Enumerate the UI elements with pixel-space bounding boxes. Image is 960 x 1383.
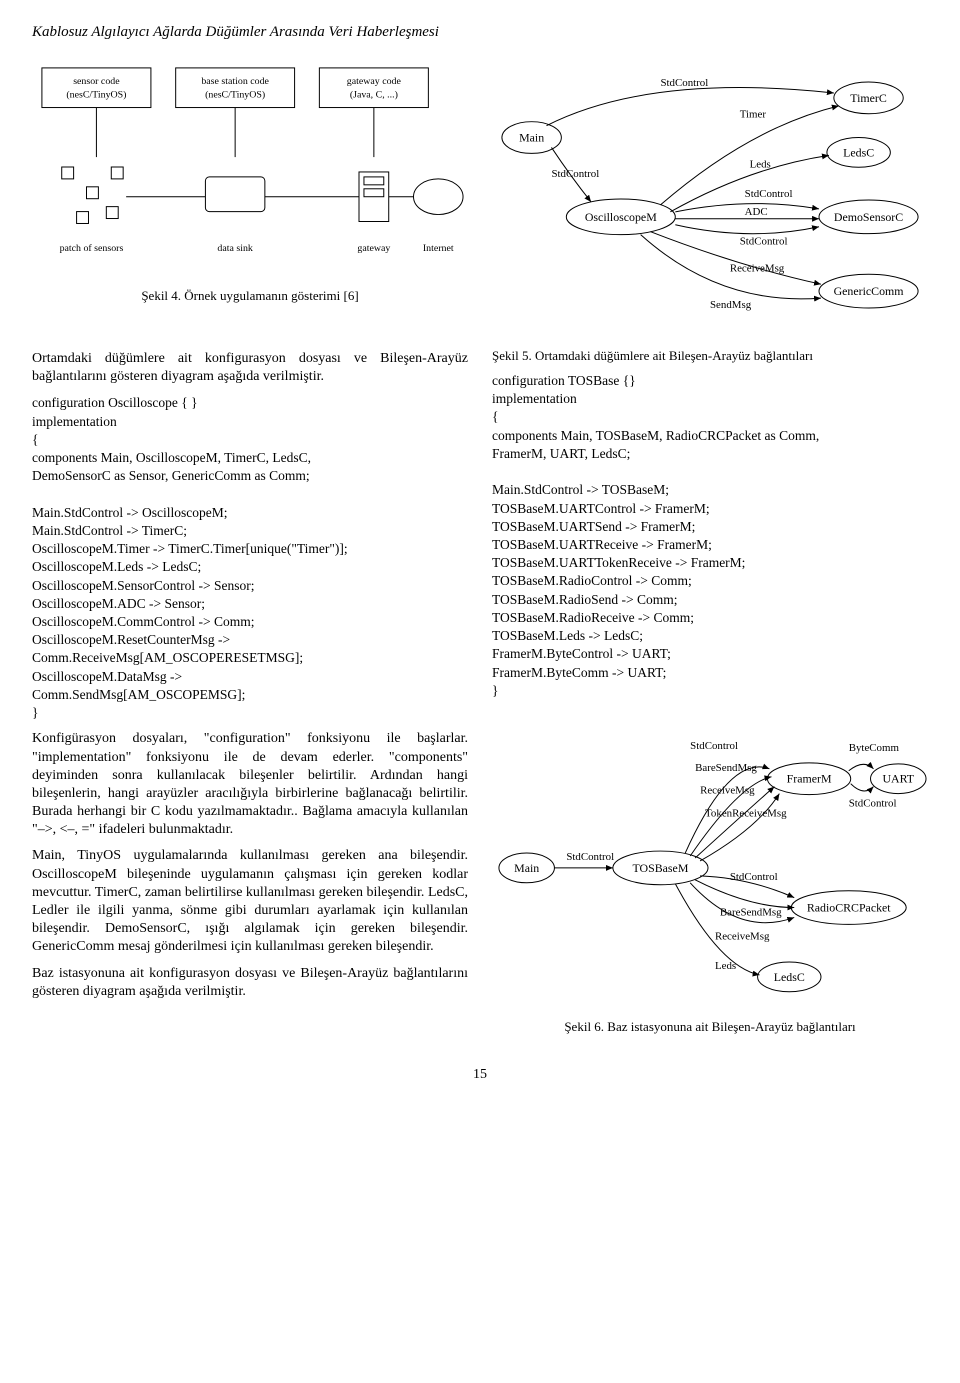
figure-5: Main OscilloscopeM TimerC LedsC DemoSens… <box>492 57 928 342</box>
fig6-node-radio: RadioCRCPacket <box>807 900 891 914</box>
fig6-edge-5: StdControl <box>730 871 778 883</box>
fig6-edge-6: ByteComm <box>849 742 900 754</box>
body-columns: Ortamdaki düğümlere ait konfigurasyon do… <box>32 342 928 1043</box>
figure-6-caption: Şekil 6. Baz istasyonuna ait Bileşen-Ara… <box>492 1019 928 1035</box>
fig4-box-0b: (nesC/TinyOS) <box>66 90 126 101</box>
fig4-box-1b: (nesC/TinyOS) <box>205 90 265 101</box>
page-number: 15 <box>32 1067 928 1083</box>
fig6-edge-2: BareSendMsg <box>695 762 757 774</box>
fig5-edge-2: Timer <box>740 109 767 121</box>
fig4-box-2b: (Java, C, ...) <box>350 90 398 101</box>
fig5-edge-0: StdControl <box>660 77 708 89</box>
fig6-node-ledsc: LedsC <box>774 970 805 984</box>
figure-5-caption: Şekil 5. Ortamdaki düğümlere ait Bileşen… <box>492 348 928 364</box>
fig4-label-2: gateway <box>357 243 390 254</box>
fig6-node-main: Main <box>514 861 539 875</box>
right-column: Şekil 5. Ortamdaki düğümlere ait Bileşen… <box>492 342 928 1043</box>
fig6-edge-1: StdControl <box>690 740 738 752</box>
fig5-node-timerc: TimerC <box>850 91 887 105</box>
figure-4: sensor code (nesC/TinyOS) base station c… <box>32 57 468 342</box>
fig6-edge-10: Leds <box>715 960 736 972</box>
figure-4-caption: Şekil 4. Örnek uygulamanın gösterimi [6] <box>32 288 468 304</box>
left-p3: Main, TinyOS uygulamalarında kullanılmas… <box>32 847 468 956</box>
fig6-edge-9: ReceiveMsg <box>715 930 770 942</box>
fig5-node-oscm: OscilloscopeM <box>585 210 657 224</box>
fig4-label-0: patch of sensors <box>60 243 124 254</box>
figure-5-svg: Main OscilloscopeM TimerC LedsC DemoSens… <box>492 57 928 337</box>
fig5-node-demo: DemoSensorC <box>834 210 903 224</box>
left-p2: Konfigürasyon dosyaları, "configuration"… <box>32 730 468 839</box>
fig5-edge-8: SendMsg <box>710 299 752 311</box>
left-column: Ortamdaki düğümlere ait konfigurasyon do… <box>32 342 468 1043</box>
fig5-edge-5: ADC <box>745 206 768 218</box>
fig4-box-0: sensor code <box>73 76 120 87</box>
fig6-edge-3: ReceiveMsg <box>700 785 755 797</box>
fig5-edge-7: ReceiveMsg <box>730 262 785 274</box>
figure-4-svg: sensor code (nesC/TinyOS) base station c… <box>32 57 468 277</box>
fig5-node-generic: GenericComm <box>834 284 905 298</box>
fig5-node-main: Main <box>519 131 544 145</box>
top-figures-row: sensor code (nesC/TinyOS) base station c… <box>32 57 928 342</box>
fig6-node-framerm: FramerM <box>787 772 832 786</box>
fig6-edge-7: StdControl <box>849 797 897 809</box>
fig4-box-1: base station code <box>201 76 269 87</box>
figure-6-svg: Main TOSBaseM FramerM UART RadioCRCPacke… <box>492 708 928 1008</box>
left-p1: Ortamdaki düğümlere ait konfigurasyon do… <box>32 350 468 386</box>
fig5-node-ledsc: LedsC <box>843 145 874 159</box>
left-code: configuration Oscilloscope { } implement… <box>32 394 468 722</box>
fig4-box-2: gateway code <box>347 76 402 87</box>
fig5-edge-1: StdControl <box>551 168 599 180</box>
figure-6: Main TOSBaseM FramerM UART RadioCRCPacke… <box>492 708 928 1035</box>
fig6-edge-8: BareSendMsg <box>720 906 782 918</box>
fig6-edge-0: StdControl <box>566 851 614 863</box>
fig4-label-1: data sink <box>217 243 252 254</box>
fig5-edge-6: StdControl <box>740 236 788 248</box>
fig6-node-tosbasem: TOSBaseM <box>633 861 689 875</box>
right-code: configuration TOSBase {} implementation … <box>492 372 928 700</box>
fig6-node-uart: UART <box>882 772 914 786</box>
fig5-edge-4: StdControl <box>745 188 793 200</box>
fig4-label-3: Internet <box>423 243 454 254</box>
fig6-edge-4: TokenReceiveMsg <box>705 807 787 819</box>
fig5-edge-3: Leds <box>750 158 771 170</box>
page-title: Kablosuz Algılayıcı Ağlarda Düğümler Ara… <box>32 24 928 41</box>
left-p4: Baz istasyonuna ait konfigurasyon dosyas… <box>32 965 468 1001</box>
